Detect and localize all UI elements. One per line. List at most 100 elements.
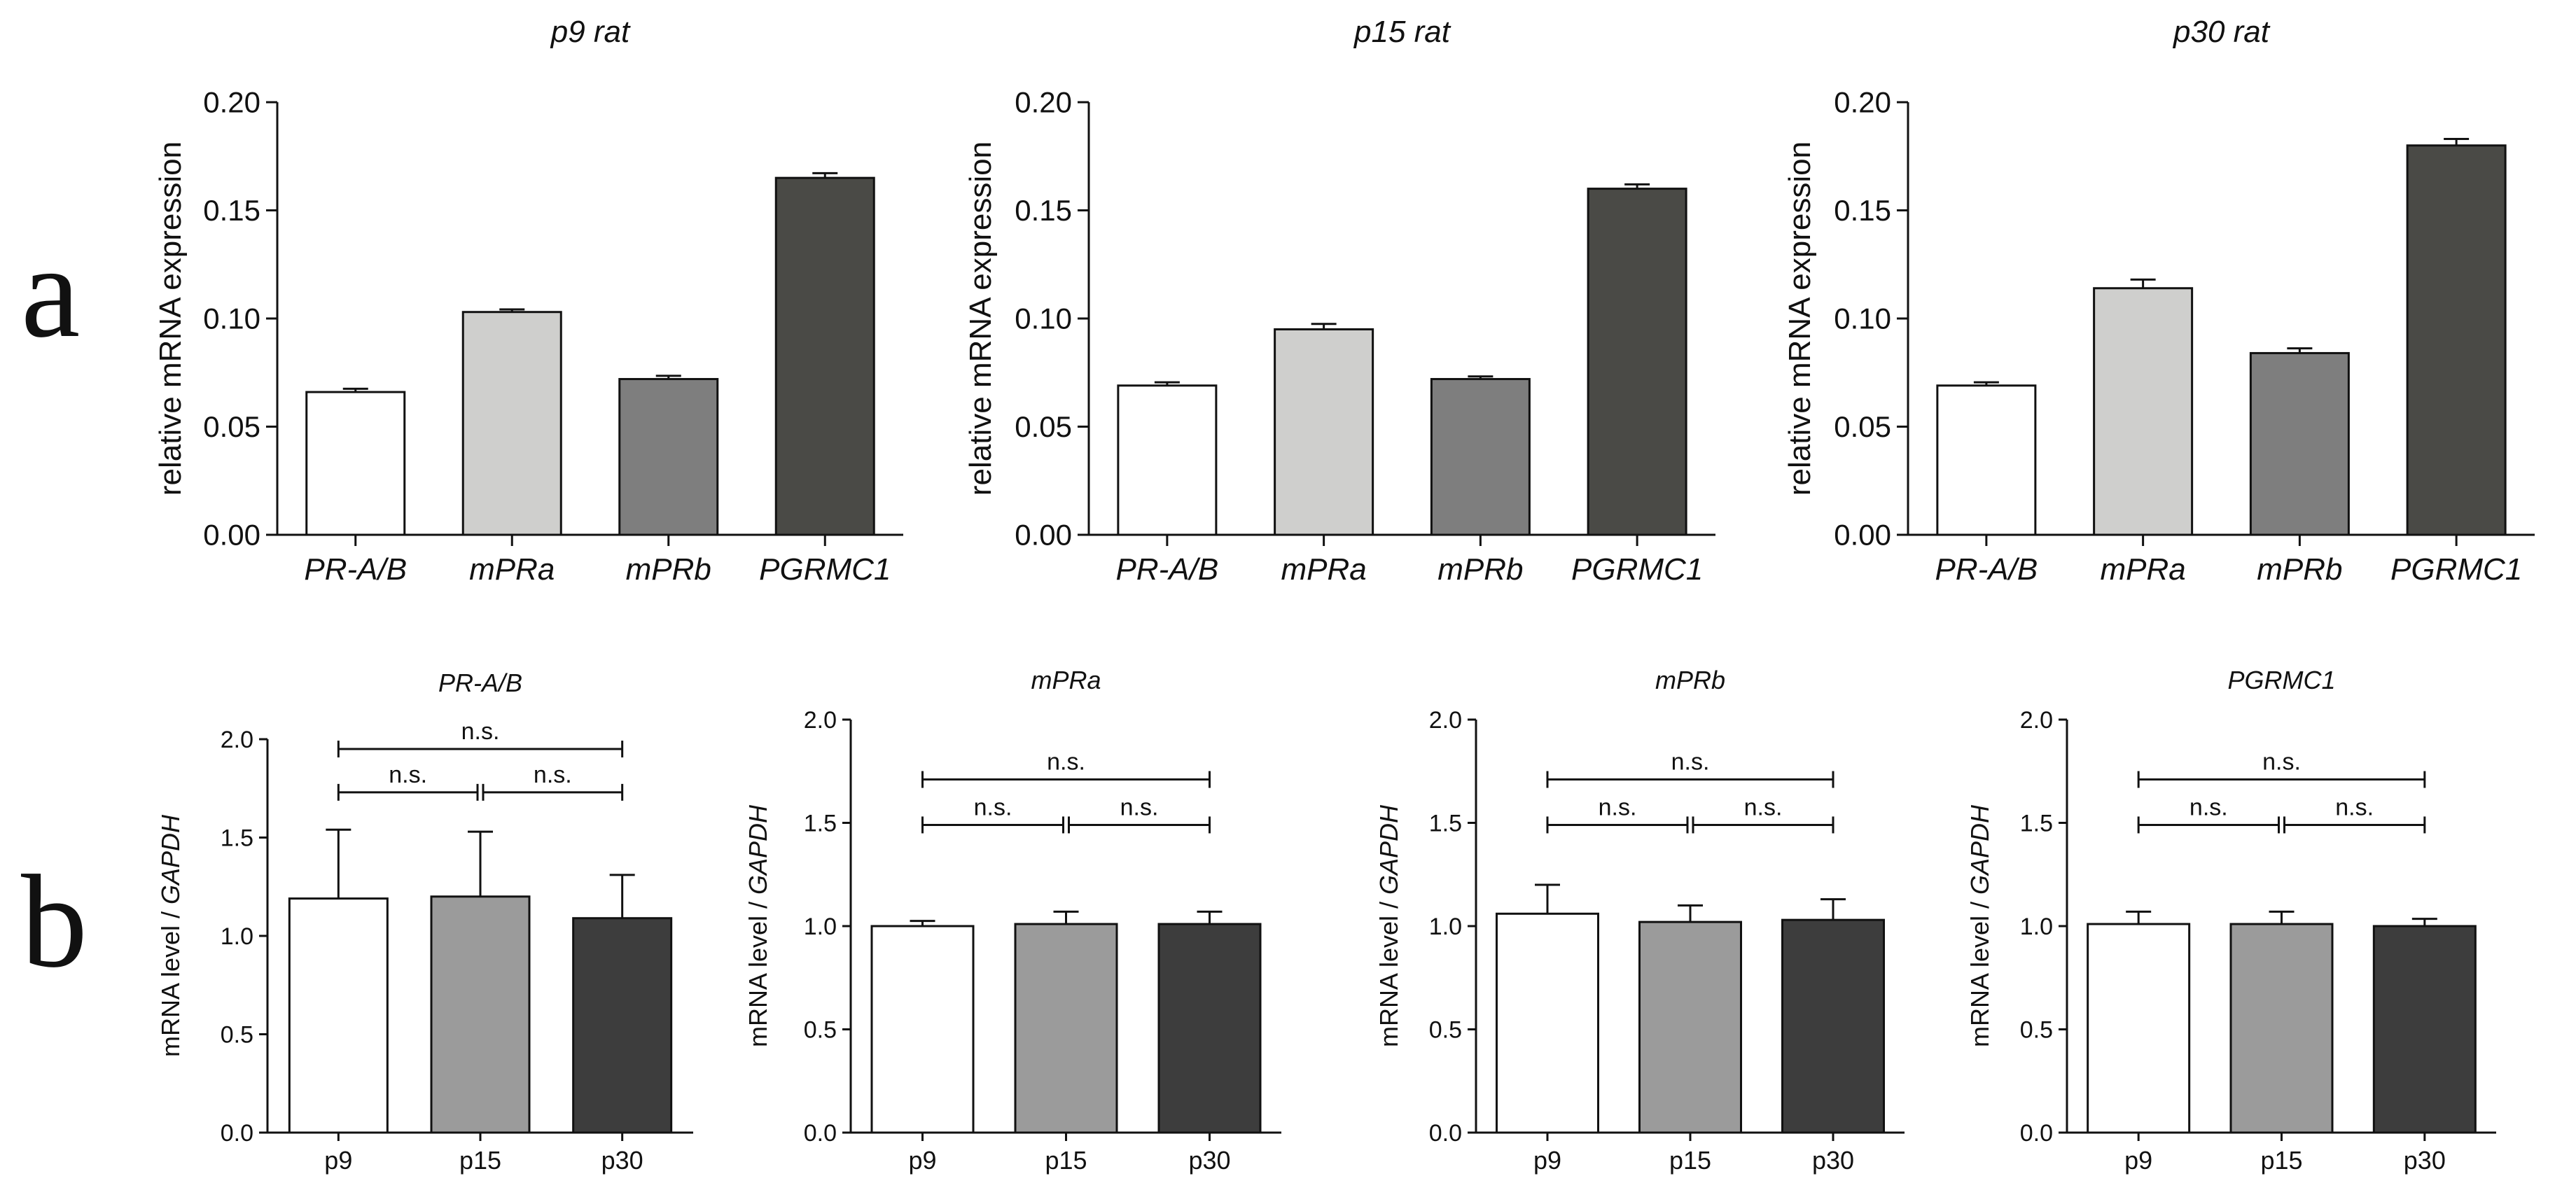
error-bar (609, 874, 635, 918)
significance-label: n.s. (1599, 794, 1637, 820)
charts-container: p9 rat 0.00 0.05 0.10 0.15 0.20 PR-A/B mPRa mPRb… (153, 15, 2535, 1175)
y-tick-label: 2.0 (1429, 707, 1462, 734)
x-tick-label: mPRb (2257, 552, 2342, 587)
y-tick-label: 0.5 (2020, 1016, 2053, 1043)
significance-bracket (921, 816, 1064, 834)
bar-p30 (1781, 918, 1885, 1134)
x-tick-label: PGRMC1 (759, 552, 891, 587)
error-bar (2287, 347, 2313, 354)
significance-label: n.s. (461, 718, 500, 745)
error-bar (326, 828, 351, 899)
error-bar (910, 920, 935, 926)
error-bar (468, 830, 493, 897)
x-tick-label: p9 (324, 1146, 352, 1175)
error-bar (1973, 381, 1999, 386)
error-bar (1624, 183, 1650, 189)
y-tick-label: 0.20 (1015, 86, 1072, 119)
bar-p9 (288, 897, 389, 1134)
y-tick-label: 0.15 (203, 194, 260, 227)
error-bar (2126, 910, 2152, 925)
significance-label: n.s. (2189, 794, 2228, 820)
y-axis-label: relative mRNA expression (1783, 141, 1817, 496)
y-tick-label: 0.10 (203, 302, 260, 335)
x-tick-label: PGRMC1 (1571, 552, 1703, 587)
chart-b3: mPRb 0.0 0.5 1.0 1.5 2.0 p9 p15 p30 mRNA level / … (1374, 666, 1905, 1175)
error-bar (2269, 910, 2295, 925)
error-bar (655, 374, 681, 379)
y-tick-label: 2.0 (804, 707, 837, 734)
significance-bracket (337, 783, 479, 801)
significance-bracket (921, 771, 1211, 788)
x-tick-label: PR-A/B (1935, 552, 2038, 587)
y-tick-label: 1.0 (1429, 913, 1462, 940)
y-axis-label: mRNA level / GAPDH (1965, 804, 1994, 1047)
error-bar (1535, 883, 1560, 914)
bar-PR-A/B (1936, 384, 2037, 536)
significance-bracket (2137, 816, 2280, 834)
x-tick-label: p30 (1812, 1146, 1854, 1175)
y-tick-label: 0.5 (221, 1021, 253, 1048)
x-tick-label: p15 (1045, 1146, 1087, 1175)
x-tick-label: mPRa (1281, 552, 1367, 587)
chart-title: p9 rat (550, 15, 631, 49)
y-tick-label: 1.0 (221, 923, 253, 950)
chart-b2: mPRa 0.0 0.5 1.0 1.5 2.0 p9 p15 p30 mRNA level / … (744, 666, 1281, 1175)
bar-PGRMC1 (2406, 144, 2507, 536)
bar-mPRa (1274, 328, 1374, 536)
x-tick-label: p9 (1533, 1146, 1561, 1175)
error-bar (499, 308, 525, 312)
bar-p15 (1014, 923, 1118, 1134)
error-bar (342, 387, 368, 393)
chart-title: p30 rat (2172, 15, 2271, 49)
y-tick-label: 0.15 (1015, 194, 1072, 227)
error-bar (2411, 918, 2437, 926)
chart-title: PGRMC1 (2227, 666, 2335, 694)
significance-label: n.s. (1671, 749, 1710, 776)
chart-title: p15 rat (1353, 15, 1451, 49)
x-tick-label: mPRa (2101, 552, 2186, 587)
chart-b1: PR-A/B 0.0 0.5 1.0 1.5 2.0 p9 p15 p30 mRNA level … (156, 668, 693, 1175)
x-tick-label: PR-A/B (304, 552, 407, 587)
chart-a3: p30 rat 0.00 0.05 0.10 0.15 0.20 PR-A/B mPRa mPR… (1783, 15, 2535, 587)
chart-a2: p15 rat 0.00 0.05 0.10 0.15 0.20 PR-A/B mPRa mPR… (963, 15, 1715, 587)
significance-label: n.s. (2262, 749, 2301, 776)
error-bar (1154, 381, 1180, 386)
significance-label: n.s. (1744, 794, 1783, 820)
error-bar (1197, 910, 1223, 925)
x-tick-label: mPRb (626, 552, 711, 587)
bar-PGRMC1 (1587, 188, 1687, 536)
significance-bracket (1692, 816, 1834, 834)
error-bar (1678, 904, 1703, 923)
bar-mPRb (618, 378, 719, 536)
bar-mPRa (2093, 287, 2194, 536)
y-tick-label: 1.0 (2020, 913, 2053, 940)
significance-bracket (2283, 816, 2426, 834)
error-bar (812, 172, 838, 178)
x-tick-label: p15 (2260, 1146, 2302, 1175)
x-tick-label: p15 (459, 1146, 501, 1175)
y-tick-label: 0.05 (1834, 410, 1891, 443)
y-tick-label: 0.20 (203, 86, 260, 119)
x-tick-label: PR-A/B (1116, 552, 1219, 587)
chart-a1: p9 rat 0.00 0.05 0.10 0.15 0.20 PR-A/B mPRa mPRb… (153, 15, 903, 587)
x-tick-label: p30 (601, 1146, 643, 1175)
y-tick-label: 2.0 (2020, 707, 2053, 734)
y-tick-label: 1.0 (804, 913, 837, 940)
significance-label: n.s. (1120, 794, 1159, 820)
y-tick-label: 0.00 (203, 519, 260, 552)
y-tick-label: 0.05 (1015, 410, 1072, 443)
bar-PGRMC1 (774, 176, 875, 536)
significance-label: n.s. (2335, 794, 2374, 820)
bar-p30 (1157, 923, 1262, 1134)
x-tick-label: p9 (2124, 1146, 2152, 1175)
y-tick-label: 0.5 (1429, 1016, 1462, 1043)
x-tick-label: p30 (2404, 1146, 2446, 1175)
bar-PR-A/B (305, 391, 406, 536)
x-tick-label: mPRb (1437, 552, 1523, 587)
bar-p15 (2229, 923, 2334, 1134)
significance-label: n.s. (974, 794, 1012, 820)
y-tick-label: 0.05 (203, 410, 260, 443)
y-tick-label: 0.0 (1429, 1120, 1462, 1147)
error-bar (1053, 910, 1079, 925)
